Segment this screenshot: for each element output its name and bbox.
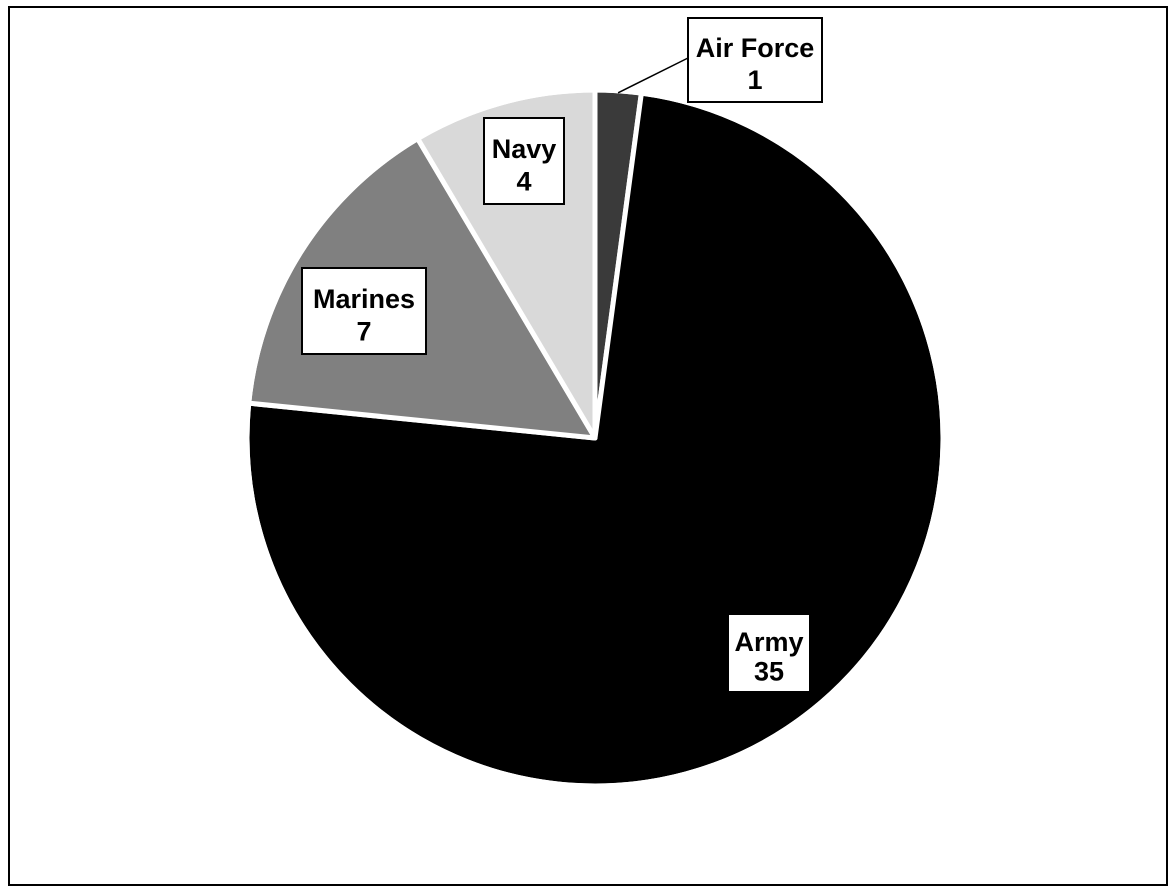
- slice-value-label: 4: [516, 166, 531, 196]
- label-box-navy: [483, 117, 565, 205]
- label-box-marines: [301, 267, 427, 355]
- leader-line-air-force: [617, 57, 689, 94]
- slice-category-label: Navy: [492, 134, 557, 164]
- slice-value-label: 1: [747, 65, 762, 95]
- pie-outline: [244, 87, 946, 789]
- slice-category-label: Army: [734, 627, 803, 657]
- label-box-air-force: [687, 17, 823, 103]
- label-box-army: [727, 613, 811, 693]
- slice-category-label: Air Force: [696, 33, 815, 63]
- slice-value-label: 7: [356, 316, 371, 346]
- pie-slices: [244, 87, 946, 789]
- slice-category-label: Marines: [313, 284, 415, 314]
- slice-value-label: 35: [754, 656, 784, 686]
